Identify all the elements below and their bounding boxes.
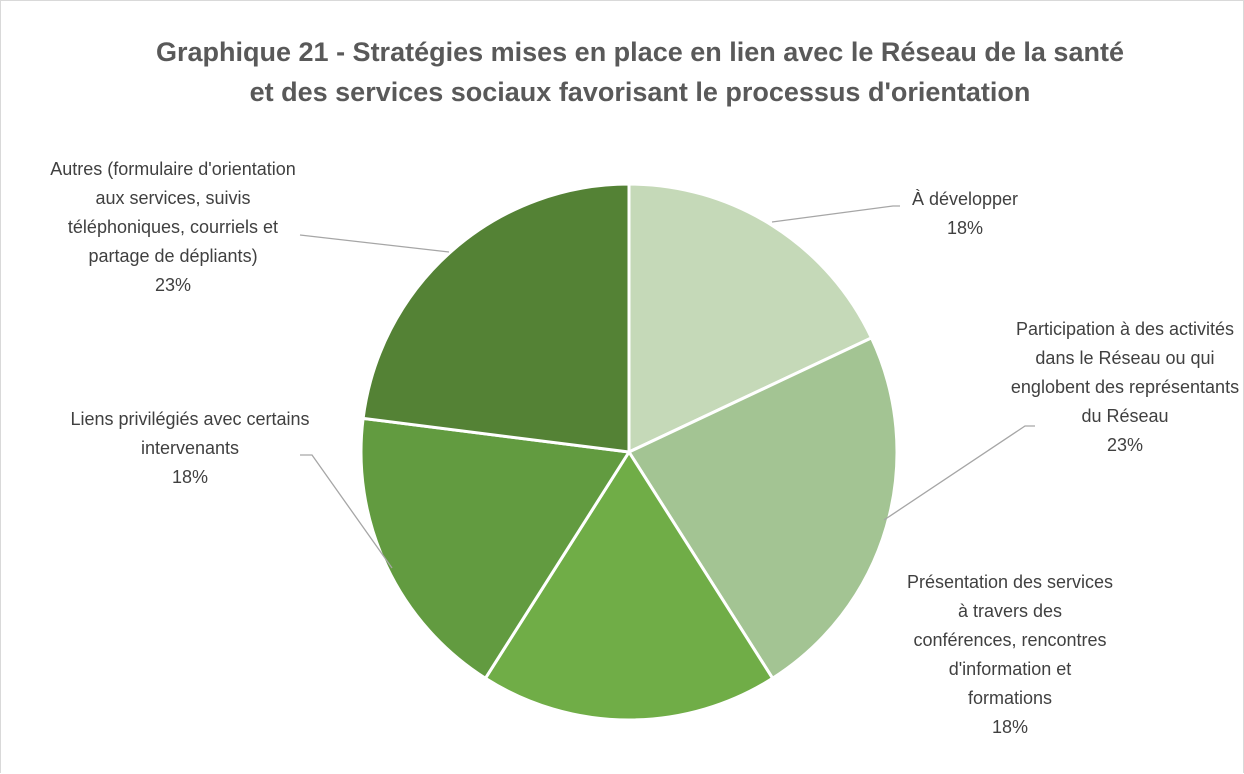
pie-slice <box>359 416 632 681</box>
leader-line <box>299 234 450 253</box>
category-label: À développer <box>911 189 1019 209</box>
pie-slice <box>626 335 899 681</box>
leader-line <box>300 454 393 569</box>
data-label: Participation à des activités dans le Ré… <box>1010 315 1240 460</box>
value-label: 23% <box>1106 435 1144 455</box>
data-label: Autres (formulaire d'orientation aux ser… <box>38 155 308 300</box>
value-label: 18% <box>171 467 209 487</box>
value-label: 18% <box>991 717 1029 737</box>
chart-title: Graphique 21 - Stratégies mises en place… <box>156 37 1124 107</box>
category-label: Présentation des services à travers des … <box>906 572 1114 708</box>
data-label: Présentation des services à travers des … <box>905 568 1115 742</box>
value-label: 23% <box>154 275 192 295</box>
category-label: Liens privilégiés avec certains interven… <box>70 409 310 458</box>
pie-slice <box>483 449 775 722</box>
data-label: À développer 18% <box>865 185 1065 243</box>
value-label: 18% <box>946 218 984 238</box>
pie-slice <box>627 182 874 455</box>
leader-line <box>771 205 900 223</box>
leader-line <box>883 425 1035 521</box>
category-label: Participation à des activités dans le Ré… <box>1010 319 1240 426</box>
data-label: Liens privilégiés avec certains interven… <box>65 405 315 492</box>
category-label: Autres (formulaire d'orientation aux ser… <box>50 159 296 266</box>
pie-slice <box>361 182 631 454</box>
